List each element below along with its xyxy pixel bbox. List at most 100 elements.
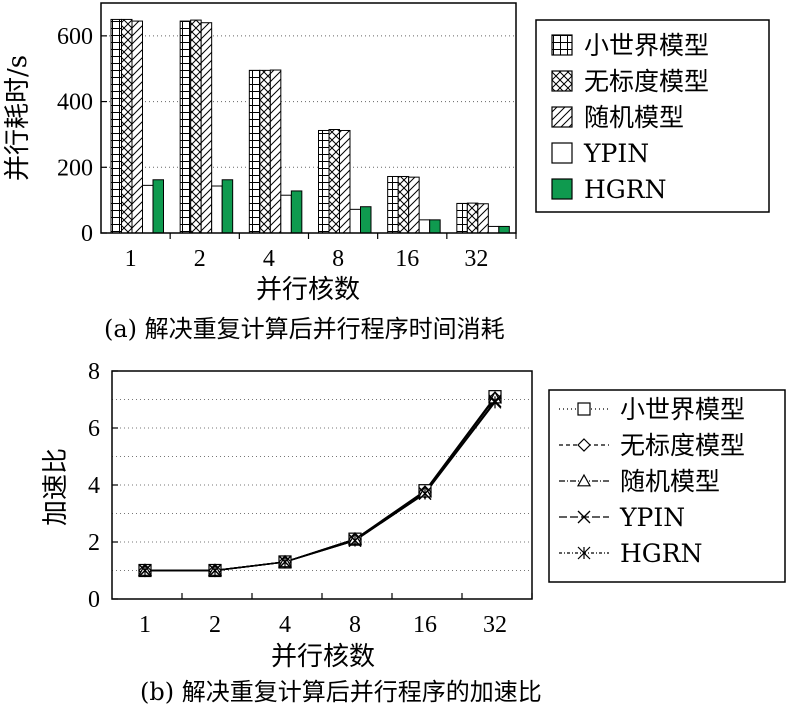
bar-y-tick-label: 600 <box>57 24 93 50</box>
bar-x-axis-label: 并行核数 <box>256 275 360 305</box>
line-legend-marker <box>577 510 591 524</box>
line-x-ticks: 1 2 4 8 16 32 <box>139 593 533 638</box>
bar-小世界模型-2 <box>179 20 192 234</box>
line-chart: 0 2 4 6 8 1 2 4 8 16 32 并行核数 加速比 (b) 解决重复计算后并行程序的… <box>41 359 786 706</box>
bar-legend-label: 随机模型 <box>584 103 684 132</box>
bar-HGRN-1 <box>152 179 164 234</box>
line-series-YPIN <box>145 400 496 572</box>
bar-y-tick-label: 0 <box>81 221 93 247</box>
line-y-ticks: 0 2 4 6 8 <box>88 359 118 613</box>
bar-无标度模型-32 <box>466 202 479 234</box>
bar-legend-swatch <box>551 142 573 164</box>
bar-y-tick-label: 400 <box>57 90 93 116</box>
bar-小世界模型-1 <box>110 18 122 234</box>
bar-随机模型-8 <box>339 129 351 234</box>
bar-legend-box <box>535 19 770 213</box>
line-x-tick-label: 2 <box>209 612 221 638</box>
line-x-tick-label: 4 <box>279 612 291 638</box>
bar-legend-label: YPIN <box>583 139 649 168</box>
line-point-HGRN-1 <box>138 564 152 577</box>
bar-YPIN-1 <box>142 184 154 234</box>
line-y-tick-label: 8 <box>88 359 100 385</box>
bar-随机模型-4 <box>269 69 282 234</box>
bar-随机模型-32 <box>477 203 489 234</box>
line-legend-marker <box>577 402 591 416</box>
line-legend-label: 小世界模型 <box>620 395 745 424</box>
bar-YPIN-8 <box>349 208 361 234</box>
bar-无标度模型-16 <box>397 175 410 234</box>
line-x-tick-label: 1 <box>139 612 151 638</box>
line-legend-label: HGRN <box>620 539 702 568</box>
bar-legend-swatch <box>551 178 573 200</box>
bar-HGRN-4 <box>290 190 303 234</box>
line-legend-marker <box>577 438 591 452</box>
line-point-HGRN-32 <box>488 395 502 409</box>
bar-小世界模型-16 <box>387 175 399 234</box>
bar-无标度模型-2 <box>190 19 202 234</box>
line-legend-label: 随机模型 <box>620 467 720 496</box>
bar-x-tick-label: 16 <box>395 246 419 272</box>
bar-HGRN-8 <box>360 206 372 234</box>
bar-x-tick-label: 4 <box>263 246 275 272</box>
line-y-tick-label: 6 <box>88 416 100 442</box>
bar-y-axis-label: 并行耗时/s <box>3 55 33 181</box>
line-series-HGRN <box>145 401 496 572</box>
bar-chart: 0 200 400 600 1 2 4 8 16 32 并行核数 并行耗时/s (a) 解决重复… <box>3 2 770 343</box>
line-y-axis-label: 加速比 <box>41 448 71 526</box>
bar-YPIN-16 <box>418 219 431 234</box>
line-gridlines <box>112 399 532 571</box>
bar-随机模型-1 <box>131 20 143 234</box>
bar-legend-label: 小世界模型 <box>584 31 709 60</box>
bar-caption: (a) 解决重复计算后并行程序时间消耗 <box>104 315 505 343</box>
line-x-axis-label: 并行核数 <box>271 642 375 672</box>
line-point-HGRN-4 <box>278 555 292 569</box>
bar-legend-swatch <box>551 106 573 128</box>
line-point-HGRN-8 <box>348 534 362 547</box>
bar-YPIN-4 <box>280 194 292 234</box>
bar-小世界模型-8 <box>318 129 330 234</box>
bar-legend-swatch <box>551 70 573 92</box>
bar-x-tick-label: 2 <box>194 246 206 272</box>
bar-YPIN-32 <box>487 225 500 234</box>
bar-legend-label: 无标度模型 <box>584 67 709 96</box>
line-series-小世界模型 <box>145 396 496 572</box>
line-series-随机模型 <box>145 397 496 572</box>
line-series <box>137 390 503 578</box>
line-x-tick-label: 32 <box>483 612 507 638</box>
line-series-无标度模型 <box>145 397 496 572</box>
bar-YPIN-2 <box>211 185 223 234</box>
bar-HGRN-2 <box>221 179 234 234</box>
line-point-HGRN-2 <box>208 564 222 577</box>
line-legend-label: YPIN <box>619 503 685 532</box>
line-legend-marker <box>577 546 591 560</box>
line-y-tick-label: 0 <box>88 587 100 613</box>
bar-legend-swatch <box>551 34 573 56</box>
line-x-tick-label: 8 <box>349 612 361 638</box>
bar-y-ticks: 0 200 400 600 <box>57 24 107 247</box>
bar-无标度模型-1 <box>121 18 133 234</box>
bar-小世界模型-32 <box>456 202 468 234</box>
bar-x-tick-label: 8 <box>332 246 344 272</box>
bar-legend-label: HGRN <box>584 175 666 204</box>
line-legend-label: 无标度模型 <box>620 431 745 460</box>
bar-随机模型-2 <box>200 22 213 234</box>
bar-x-tick-label: 1 <box>125 246 137 272</box>
line-y-tick-label: 2 <box>88 530 100 556</box>
bar-x-ticks: 1 2 4 8 16 32 <box>125 233 517 272</box>
bar-marks <box>110 18 510 234</box>
line-legend-marker <box>576 473 592 487</box>
bar-随机模型-16 <box>408 176 420 234</box>
bar-y-tick-label: 200 <box>57 155 93 181</box>
line-point-HGRN-16 <box>418 487 432 500</box>
bar-gridlines <box>101 35 516 168</box>
bar-HGRN-16 <box>429 219 441 234</box>
line-y-tick-label: 4 <box>88 473 100 499</box>
line-x-tick-label: 16 <box>413 612 437 638</box>
bar-无标度模型-4 <box>259 69 271 234</box>
bar-HGRN-32 <box>498 225 510 234</box>
bar-小世界模型-4 <box>248 69 261 234</box>
bar-无标度模型-8 <box>328 129 340 234</box>
